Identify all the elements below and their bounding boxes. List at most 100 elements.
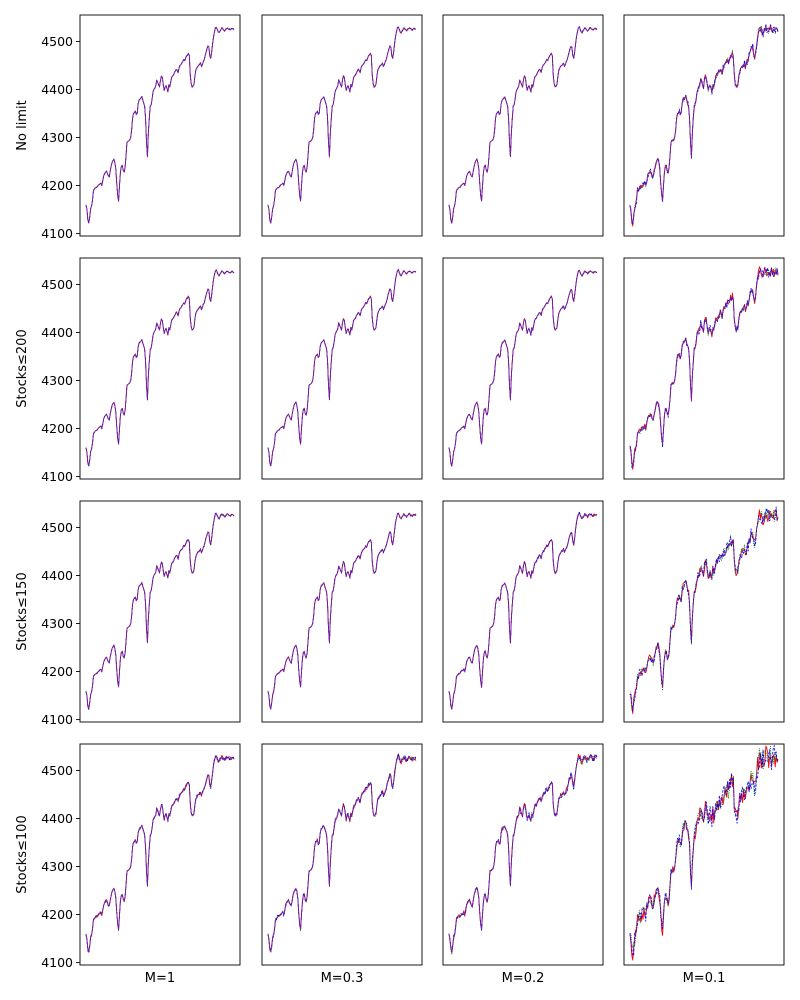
column-labels: M=1 M=0.3 M=0.2 M=0.1 (145, 971, 726, 986)
panel-frame (79, 743, 241, 966)
series-line-3 (629, 266, 779, 469)
panel-frame (623, 500, 785, 723)
y-tick-label: 4200 (41, 907, 73, 922)
series-line-2 (85, 512, 235, 710)
y-tick-label: 4100 (41, 712, 73, 727)
series-line-overlap (629, 26, 779, 224)
panel-r4-c4 (623, 743, 785, 966)
panel-r3-c2 (261, 500, 423, 723)
y-tick-label: 4300 (41, 373, 73, 388)
series-line-1 (85, 513, 235, 709)
series-line-2 (629, 508, 779, 711)
series-line-1 (448, 511, 598, 710)
panel-frame (623, 257, 785, 480)
series-line-3 (267, 268, 417, 466)
panel-r2-c4 (623, 257, 785, 480)
panel-r2-c1: 4100 4200 4300 4400 4500 Stocks≤200 (15, 257, 241, 484)
panel-frame (261, 500, 423, 723)
panel-r1-c3 (442, 14, 604, 237)
y-tick-label: 4400 (41, 568, 73, 583)
y-tick-label: 4200 (41, 421, 73, 436)
panel-frame (442, 14, 604, 237)
column-label-3: M=0.2 (502, 971, 545, 986)
series-line-3 (267, 512, 417, 709)
panel-r4-c3 (442, 743, 604, 966)
panel-r3-c4 (623, 500, 785, 723)
series-line-1 (629, 24, 779, 227)
series-line-3 (267, 26, 417, 223)
series-line-1 (85, 754, 235, 951)
series-line-2 (448, 26, 598, 223)
series-line-2 (267, 512, 417, 710)
y-tick-label: 4400 (41, 82, 73, 97)
series-line-2 (85, 269, 235, 467)
panel-frame (261, 14, 423, 237)
series-line-1 (448, 754, 598, 954)
series-line-overlap (267, 26, 417, 224)
series-line-overlap (448, 755, 598, 953)
series-line-overlap (629, 269, 779, 467)
panel-r2-c3 (442, 257, 604, 480)
panel-r3-c3 (442, 500, 604, 723)
panel-frame (623, 14, 785, 237)
panel-r4-c2 (261, 743, 423, 966)
panel-grid: 4100 4200 4300 4400 4500 No limit 4100 4200 4300… (15, 14, 785, 970)
series-line-3 (448, 753, 598, 952)
series-line-3 (448, 511, 598, 710)
series-line-2 (267, 269, 417, 467)
panel-frame (79, 500, 241, 723)
column-label-4: M=0.1 (683, 971, 726, 986)
panel-r3-c1: 4100 4200 4300 4400 4500 Stocks≤150 (15, 500, 241, 727)
y-tick-label: 4500 (41, 763, 73, 778)
panel-r4-c1: 4100 4200 4300 4400 4500 Stocks≤100 (15, 743, 241, 970)
series-line-3 (629, 745, 779, 957)
series-line-overlap (267, 512, 417, 710)
row-label-4: Stocks≤100 (15, 815, 30, 893)
panel-frame (261, 743, 423, 966)
row-label-2: Stocks≤200 (15, 329, 30, 407)
series-line-1 (85, 27, 235, 224)
panel-r1-c1: 4100 4200 4300 4400 4500 No limit (15, 14, 241, 241)
series-line-3 (85, 512, 235, 710)
series-line-3 (267, 753, 417, 951)
series-line-overlap (448, 26, 598, 224)
series-line-3 (629, 23, 779, 226)
panel-frame (261, 257, 423, 480)
column-label-2: M=0.3 (321, 971, 364, 986)
y-tick-label: 4500 (41, 277, 73, 292)
y-tick-label: 4200 (41, 178, 73, 193)
row-label-1: No limit (15, 100, 30, 150)
y-tick-label: 4100 (41, 469, 73, 484)
series-line-overlap (448, 512, 598, 710)
panel-frame (79, 257, 241, 480)
panel-r2-c2 (261, 257, 423, 480)
series-line-3 (85, 755, 235, 954)
y-tick-label: 4400 (41, 325, 73, 340)
series-line-3 (448, 26, 598, 224)
panel-frame (623, 743, 785, 966)
series-line-overlap (448, 269, 598, 467)
series-line-1 (267, 26, 417, 224)
panel-frame (79, 14, 241, 237)
column-label-1: M=1 (145, 971, 175, 986)
series-line-2 (85, 26, 235, 224)
series-line-2 (85, 755, 235, 953)
series-line-3 (85, 26, 235, 224)
panel-r1-c4 (623, 14, 785, 237)
series-line-overlap (85, 755, 235, 953)
series-line-2 (629, 25, 779, 223)
y-tick-label: 4200 (41, 664, 73, 679)
series-line-1 (448, 269, 598, 467)
panel-frame (442, 257, 604, 480)
series-line-2 (448, 511, 598, 709)
series-line-3 (629, 506, 779, 712)
y-tick-label: 4500 (41, 520, 73, 535)
series-line-overlap (85, 26, 235, 224)
series-line-1 (85, 269, 235, 466)
panel-frame (442, 743, 604, 966)
y-tick-label: 4300 (41, 130, 73, 145)
series-line-overlap (85, 512, 235, 710)
series-line-overlap (629, 755, 779, 953)
series-line-2 (267, 26, 417, 224)
